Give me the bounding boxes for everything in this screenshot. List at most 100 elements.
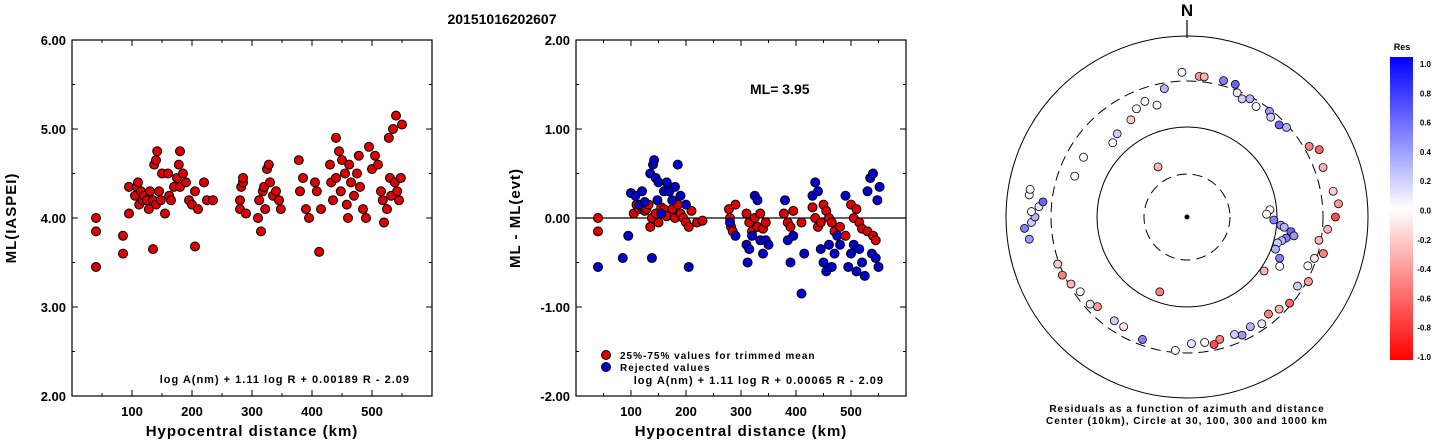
- station-point: [1279, 222, 1289, 232]
- data-point: [832, 230, 843, 241]
- data-point: [364, 141, 374, 152]
- x-axis-label: Hypocentral distance (km): [146, 423, 359, 440]
- data-point: [813, 186, 823, 197]
- data-point: [672, 159, 683, 170]
- station-point: [1057, 270, 1067, 280]
- data-point: [373, 159, 383, 170]
- data-point: [353, 150, 364, 161]
- data-point: [340, 168, 350, 179]
- data-point: [143, 204, 154, 215]
- y-tick-label: 5.00: [41, 122, 66, 137]
- data-point: [653, 217, 664, 228]
- colorbar-tick-label: 0.2: [1420, 177, 1432, 186]
- station-point: [1314, 235, 1324, 245]
- station-point: [1271, 244, 1280, 254]
- formula-text: log A(nm) + 1.11 log R + 0.00065 R - 2.0…: [634, 375, 884, 387]
- data-point: [335, 186, 346, 197]
- data-point: [815, 244, 826, 255]
- data-point: [785, 221, 796, 232]
- data-point: [394, 195, 404, 206]
- data-point: [826, 217, 837, 228]
- station-point: [1269, 215, 1279, 225]
- data-point: [301, 204, 311, 215]
- station-point: [1331, 212, 1340, 222]
- x-tick-label: 400: [301, 404, 323, 419]
- station-point: [1109, 316, 1119, 326]
- station-point: [1187, 339, 1196, 349]
- data-point: [873, 261, 884, 272]
- x-tick-label: 300: [730, 404, 752, 419]
- data-point: [796, 217, 807, 228]
- station-point: [1232, 88, 1242, 98]
- colorbar-tick-label: 0.8: [1420, 89, 1432, 98]
- station-point: [1126, 115, 1136, 125]
- ml-annotation: ML= 3.95: [750, 81, 810, 97]
- station-point: [1027, 207, 1036, 216]
- data-point: [118, 230, 128, 241]
- ml-vs-distance-plot: 2.00 3.00 4.00 5.00 6.00 100 200 300 400 500 ML(I…: [3, 33, 433, 440]
- station-point: [1309, 253, 1319, 263]
- y-tick-label: 4.00: [41, 211, 66, 226]
- station-point: [1237, 94, 1247, 104]
- legend-label-trimmed: 25%-75% values for trimmed mean: [620, 351, 816, 362]
- station-point: [1066, 279, 1076, 289]
- data-point: [744, 244, 755, 255]
- x-tick-label: 100: [620, 404, 642, 419]
- colorbar-tick-label: -1.0: [1417, 353, 1431, 362]
- x-tick-label: 200: [675, 404, 697, 419]
- y-tick-label: -1.00: [540, 300, 570, 315]
- caption-line-1: Residuals as a function of azimuth and d…: [1049, 404, 1324, 415]
- station-point: [1257, 319, 1267, 329]
- data-point: [148, 244, 158, 255]
- data-point: [178, 168, 188, 179]
- data-point: [818, 257, 829, 268]
- y-tick-label: 3.00: [41, 300, 66, 315]
- station-point: [1304, 277, 1313, 286]
- data-point: [623, 230, 634, 241]
- colorbar-tick-label: -0.4: [1417, 265, 1431, 274]
- station-point: [1334, 199, 1343, 209]
- data-point: [91, 213, 101, 223]
- data-point: [799, 248, 810, 259]
- data-points: [91, 110, 407, 272]
- station-point: [1079, 152, 1088, 162]
- data-point: [675, 190, 686, 201]
- data-point: [752, 195, 763, 206]
- data-point: [593, 226, 603, 237]
- data-point: [311, 186, 322, 197]
- station-point: [1020, 223, 1029, 233]
- colorbar-title: Res: [1394, 42, 1411, 52]
- data-point: [154, 186, 164, 197]
- data-point: [661, 177, 672, 188]
- data-point: [872, 195, 883, 206]
- data-point: [379, 217, 389, 228]
- data-point: [383, 132, 394, 143]
- data-point: [166, 195, 176, 206]
- station-point: [1318, 249, 1328, 258]
- data-point: [241, 208, 251, 219]
- data-point: [314, 246, 325, 257]
- station-point: [1282, 122, 1291, 132]
- colorbar-tick-label: 0.0: [1420, 207, 1432, 216]
- station-point: [1177, 67, 1187, 77]
- legend-marker-trimmed: [601, 350, 611, 360]
- data-point: [843, 261, 854, 272]
- data-point: [295, 186, 305, 197]
- ring-300km: [1050, 80, 1324, 354]
- data-point: [593, 213, 603, 223]
- data-point: [646, 253, 657, 264]
- data-point: [346, 177, 356, 188]
- data-point: [725, 217, 735, 228]
- station-point: [1199, 72, 1209, 82]
- data-point: [199, 177, 209, 188]
- data-point: [670, 181, 680, 192]
- station-point: [1274, 304, 1284, 314]
- data-point: [358, 204, 368, 215]
- station-points: [1020, 67, 1343, 355]
- data-point: [152, 146, 163, 157]
- data-point: [337, 155, 347, 166]
- station-point: [1025, 184, 1035, 194]
- data-point: [859, 270, 870, 281]
- data-point: [639, 196, 650, 207]
